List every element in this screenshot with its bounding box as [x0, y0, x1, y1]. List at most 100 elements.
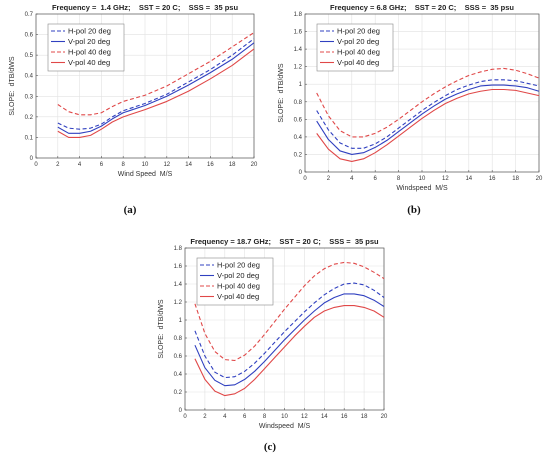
x-tick-label: 0	[303, 176, 307, 182]
x-tick-label: 6	[100, 162, 104, 168]
chart-panel-2: 0 2 4 6 8 10 12 14 16 18 20 0 0.2 0.4 0.6 0.8 1 1.2 1.4 1.6…	[278, 3, 543, 192]
y-tick-label: 0.8	[294, 100, 303, 106]
x-tick-label: 4	[223, 414, 227, 420]
y-tick-label: 0.6	[174, 354, 183, 360]
y-tick-label: 1.6	[294, 30, 303, 36]
legend-label: H-pol 40 deg	[68, 48, 111, 57]
series-line-1	[57, 38, 255, 130]
y-axis-label: SLOPE: dTB/dWS	[9, 56, 16, 115]
panel-caption: (b)	[407, 204, 421, 216]
y-tick-label: 1.4	[174, 282, 183, 288]
y-tick-label: 0.3	[25, 94, 34, 100]
series-line-1	[316, 79, 540, 149]
y-tick-label: 0.4	[25, 74, 34, 80]
series-line-2	[194, 293, 385, 387]
y-tick-label: 1	[299, 82, 303, 88]
y-tick-label: 0.2	[25, 115, 34, 121]
x-tick-label: 14	[465, 176, 472, 182]
chart-title: Frequency = 6.8 GHz; SST = 20 C; SSS = 3…	[330, 3, 514, 12]
series-line-1	[194, 282, 385, 379]
legend-label: H-pol 20 deg	[68, 27, 111, 36]
y-tick-label: 0	[179, 408, 183, 414]
legend-label: H-pol 40 deg	[337, 48, 380, 57]
legend-label: V-pol 40 deg	[217, 292, 259, 301]
chart-panel-3: 0 2 4 6 8 10 12 14 16 18 20 0 0.2 0.4 0.6 0.8 1 1.2 1.4 1.6…	[158, 237, 388, 430]
legend-label: V-pol 20 deg	[337, 37, 379, 46]
x-tick-label: 4	[78, 162, 82, 168]
x-tick-label: 10	[419, 176, 426, 182]
x-tick-label: 16	[489, 176, 496, 182]
x-tick-label: 8	[263, 414, 267, 420]
x-axis-label: Wind Speed M/S	[118, 171, 173, 178]
y-tick-label: 1.2	[294, 65, 303, 71]
x-tick-label: 8	[397, 176, 401, 182]
legend-box	[47, 23, 125, 72]
x-tick-label: 2	[203, 414, 207, 420]
panel-caption: (a)	[124, 204, 137, 216]
x-tick-label: 12	[163, 162, 170, 168]
series-line-2	[57, 42, 255, 134]
y-tick-label: 0.5	[25, 53, 34, 59]
x-tick-label: 10	[142, 162, 149, 168]
series-line-4	[316, 88, 540, 163]
legend-label: H-pol 20 deg	[337, 27, 380, 36]
y-tick-label: 0.7	[25, 12, 34, 18]
y-tick-label: 1.8	[294, 12, 303, 18]
y-tick-label: 1.4	[294, 47, 303, 53]
x-tick-label: 16	[207, 162, 214, 168]
y-axis-label: SLOPE: dTB/dWS	[278, 63, 285, 122]
legend-label: V-pol 40 deg	[68, 58, 110, 67]
x-tick-label: 0	[34, 162, 38, 168]
legend-label: V-pol 40 deg	[337, 58, 379, 67]
x-tick-label: 20	[381, 414, 388, 420]
legend-box	[196, 257, 274, 306]
chart-title: Frequency = 1.4 GHz; SST = 20 C; SSS = 3…	[52, 3, 239, 12]
y-tick-label: 0.1	[25, 135, 34, 141]
series-line-4	[194, 305, 385, 397]
x-tick-label: 10	[281, 414, 288, 420]
x-tick-label: 18	[512, 176, 519, 182]
x-tick-label: 2	[56, 162, 60, 168]
y-tick-label: 0.6	[25, 33, 34, 39]
y-tick-label: 1.6	[174, 264, 183, 270]
legend-label: H-pol 20 deg	[217, 261, 260, 270]
x-tick-label: 6	[243, 414, 247, 420]
x-tick-label: 4	[350, 176, 354, 182]
series-line-2	[316, 84, 540, 155]
x-tick-label: 14	[321, 414, 328, 420]
legend-label: H-pol 40 deg	[217, 282, 260, 291]
x-tick-label: 18	[229, 162, 236, 168]
legend-label: V-pol 20 deg	[68, 37, 110, 46]
x-axis-label: Windspeed M/S	[259, 423, 311, 430]
panel-caption: (c)	[264, 441, 277, 453]
y-axis-label: SLOPE: dTB/dWS	[158, 299, 165, 358]
y-tick-label: 0.2	[174, 390, 183, 396]
y-tick-label: 1.2	[174, 300, 183, 306]
x-tick-label: 0	[183, 414, 187, 420]
legend-box	[316, 23, 394, 72]
x-tick-label: 20	[536, 176, 543, 182]
x-tick-label: 8	[122, 162, 126, 168]
series-line-3	[194, 261, 385, 362]
x-tick-label: 12	[301, 414, 308, 420]
y-tick-label: 0.4	[294, 135, 303, 141]
y-tick-label: 0.8	[174, 336, 183, 342]
x-tick-label: 20	[251, 162, 258, 168]
y-tick-label: 0.2	[294, 152, 303, 158]
y-tick-label: 0	[299, 170, 303, 176]
x-tick-label: 6	[374, 176, 378, 182]
x-axis-label: Windspeed M/S	[396, 185, 448, 192]
y-tick-label: 1.8	[174, 246, 183, 252]
chart-panel-1: 0 2 4 6 8 10 12 14 16 18 20 0 0.1 0.2 0.3 0.4 0.5 0.6 0.7 F…	[9, 3, 258, 178]
x-tick-label: 18	[361, 414, 368, 420]
x-tick-label: 16	[341, 414, 348, 420]
y-tick-label: 0.6	[294, 117, 303, 123]
y-tick-label: 0	[30, 156, 34, 162]
x-tick-label: 14	[185, 162, 192, 168]
series-line-3	[316, 67, 540, 138]
series-line-4	[57, 48, 255, 138]
chart-title: Frequency = 18.7 GHz; SST = 20 C; SSS = …	[190, 237, 379, 246]
